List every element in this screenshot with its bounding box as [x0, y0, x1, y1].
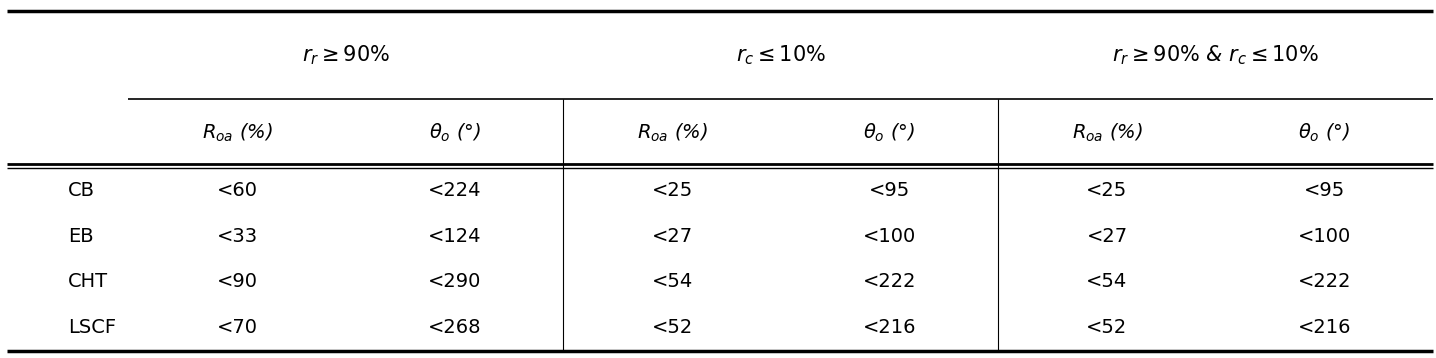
- Text: <70: <70: [217, 318, 257, 337]
- Text: <222: <222: [863, 272, 916, 291]
- Text: <52: <52: [1086, 318, 1127, 337]
- Text: <54: <54: [1086, 272, 1127, 291]
- Text: <290: <290: [428, 272, 481, 291]
- Text: <90: <90: [217, 272, 257, 291]
- Text: <216: <216: [1298, 318, 1351, 337]
- Text: <95: <95: [869, 181, 910, 200]
- Text: <33: <33: [217, 227, 257, 246]
- Text: <100: <100: [863, 227, 916, 246]
- Text: <52: <52: [652, 318, 692, 337]
- Text: <95: <95: [1304, 181, 1346, 200]
- Text: <268: <268: [428, 318, 481, 337]
- Text: <27: <27: [1087, 227, 1127, 246]
- Text: <60: <60: [217, 181, 257, 200]
- Text: <224: <224: [428, 181, 481, 200]
- Text: $R_{oa}$ (%): $R_{oa}$ (%): [636, 122, 708, 144]
- Text: $\theta_o$ (°): $\theta_o$ (°): [1298, 122, 1350, 144]
- Text: $R_{oa}$ (%): $R_{oa}$ (%): [1071, 122, 1142, 144]
- Text: LSCF: LSCF: [67, 318, 116, 337]
- Text: <25: <25: [1086, 181, 1127, 200]
- Text: $R_{oa}$ (%): $R_{oa}$ (%): [201, 122, 273, 144]
- Text: <124: <124: [428, 227, 481, 246]
- Text: $\theta_o$ (°): $\theta_o$ (°): [863, 122, 916, 144]
- Text: <27: <27: [652, 227, 692, 246]
- Text: <100: <100: [1298, 227, 1351, 246]
- Text: CHT: CHT: [67, 272, 108, 291]
- Text: <222: <222: [1298, 272, 1351, 291]
- Text: $r_r \geq 90\%$: $r_r \geq 90\%$: [302, 43, 389, 67]
- Text: <54: <54: [652, 272, 692, 291]
- Text: EB: EB: [67, 227, 93, 246]
- Text: $r_r \geq 90\%$ & $r_c \leq 10\%$: $r_r \geq 90\%$ & $r_c \leq 10\%$: [1113, 43, 1320, 67]
- Text: $r_c \leq 10\%$: $r_c \leq 10\%$: [735, 43, 826, 67]
- Text: $\theta_o$ (°): $\theta_o$ (°): [428, 122, 481, 144]
- Text: <25: <25: [652, 181, 692, 200]
- Text: <216: <216: [863, 318, 916, 337]
- Text: CB: CB: [67, 181, 95, 200]
